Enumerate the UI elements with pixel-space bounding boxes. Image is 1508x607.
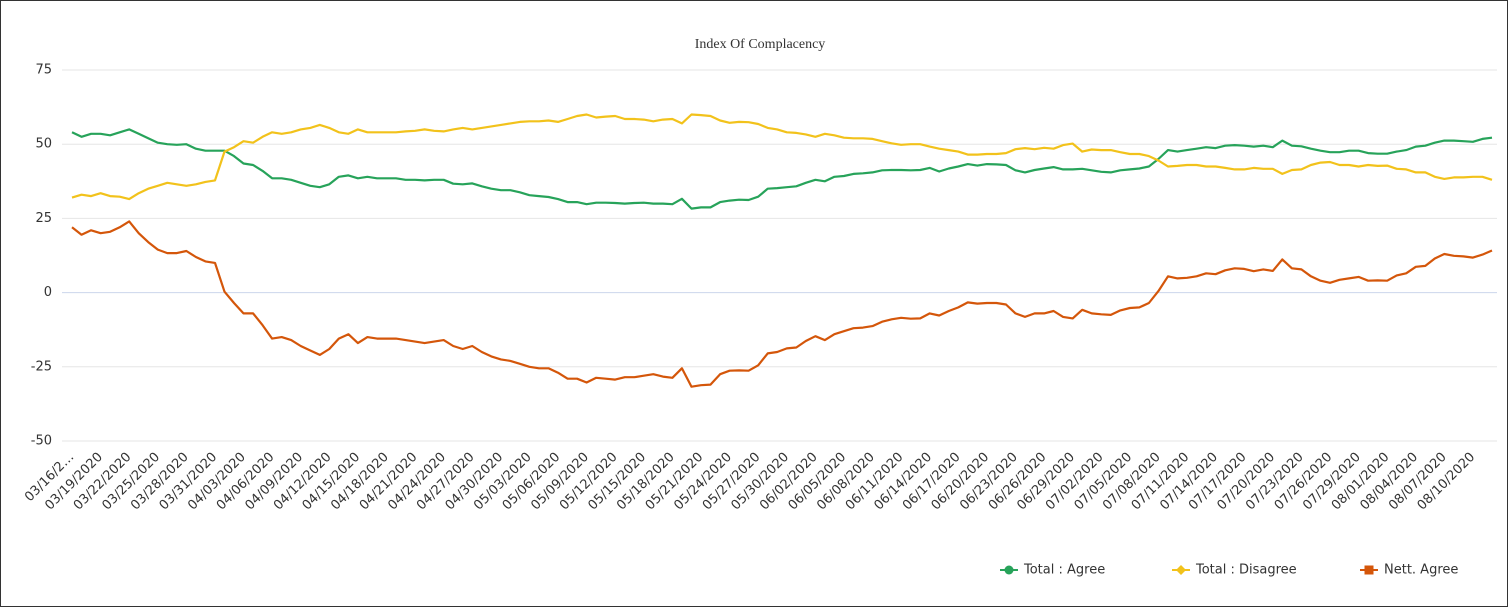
series-line	[71, 128, 1493, 210]
legend-label: Total : Agree	[1023, 563, 1105, 578]
series-line	[71, 113, 1493, 201]
y-tick-label: 50	[35, 137, 52, 152]
legend-marker	[1004, 565, 1014, 575]
legend-item: Total : Disagree	[1172, 563, 1297, 578]
y-tick-label: 0	[44, 285, 52, 300]
legend-marker	[1176, 565, 1186, 575]
y-tick-label: -50	[31, 434, 52, 449]
legend-item: Nett. Agree	[1360, 563, 1458, 578]
legend-marker	[1364, 565, 1374, 575]
y-tick-label: -25	[31, 359, 52, 374]
legend-label: Nett. Agree	[1384, 563, 1458, 578]
legend-label: Total : Disagree	[1195, 563, 1297, 578]
series-line	[71, 220, 1493, 388]
chart-title: Index Of Complacency	[695, 37, 826, 52]
y-tick-label: 75	[35, 63, 52, 78]
legend-item: Total : Agree	[1000, 563, 1105, 578]
y-tick-label: 25	[35, 211, 52, 226]
